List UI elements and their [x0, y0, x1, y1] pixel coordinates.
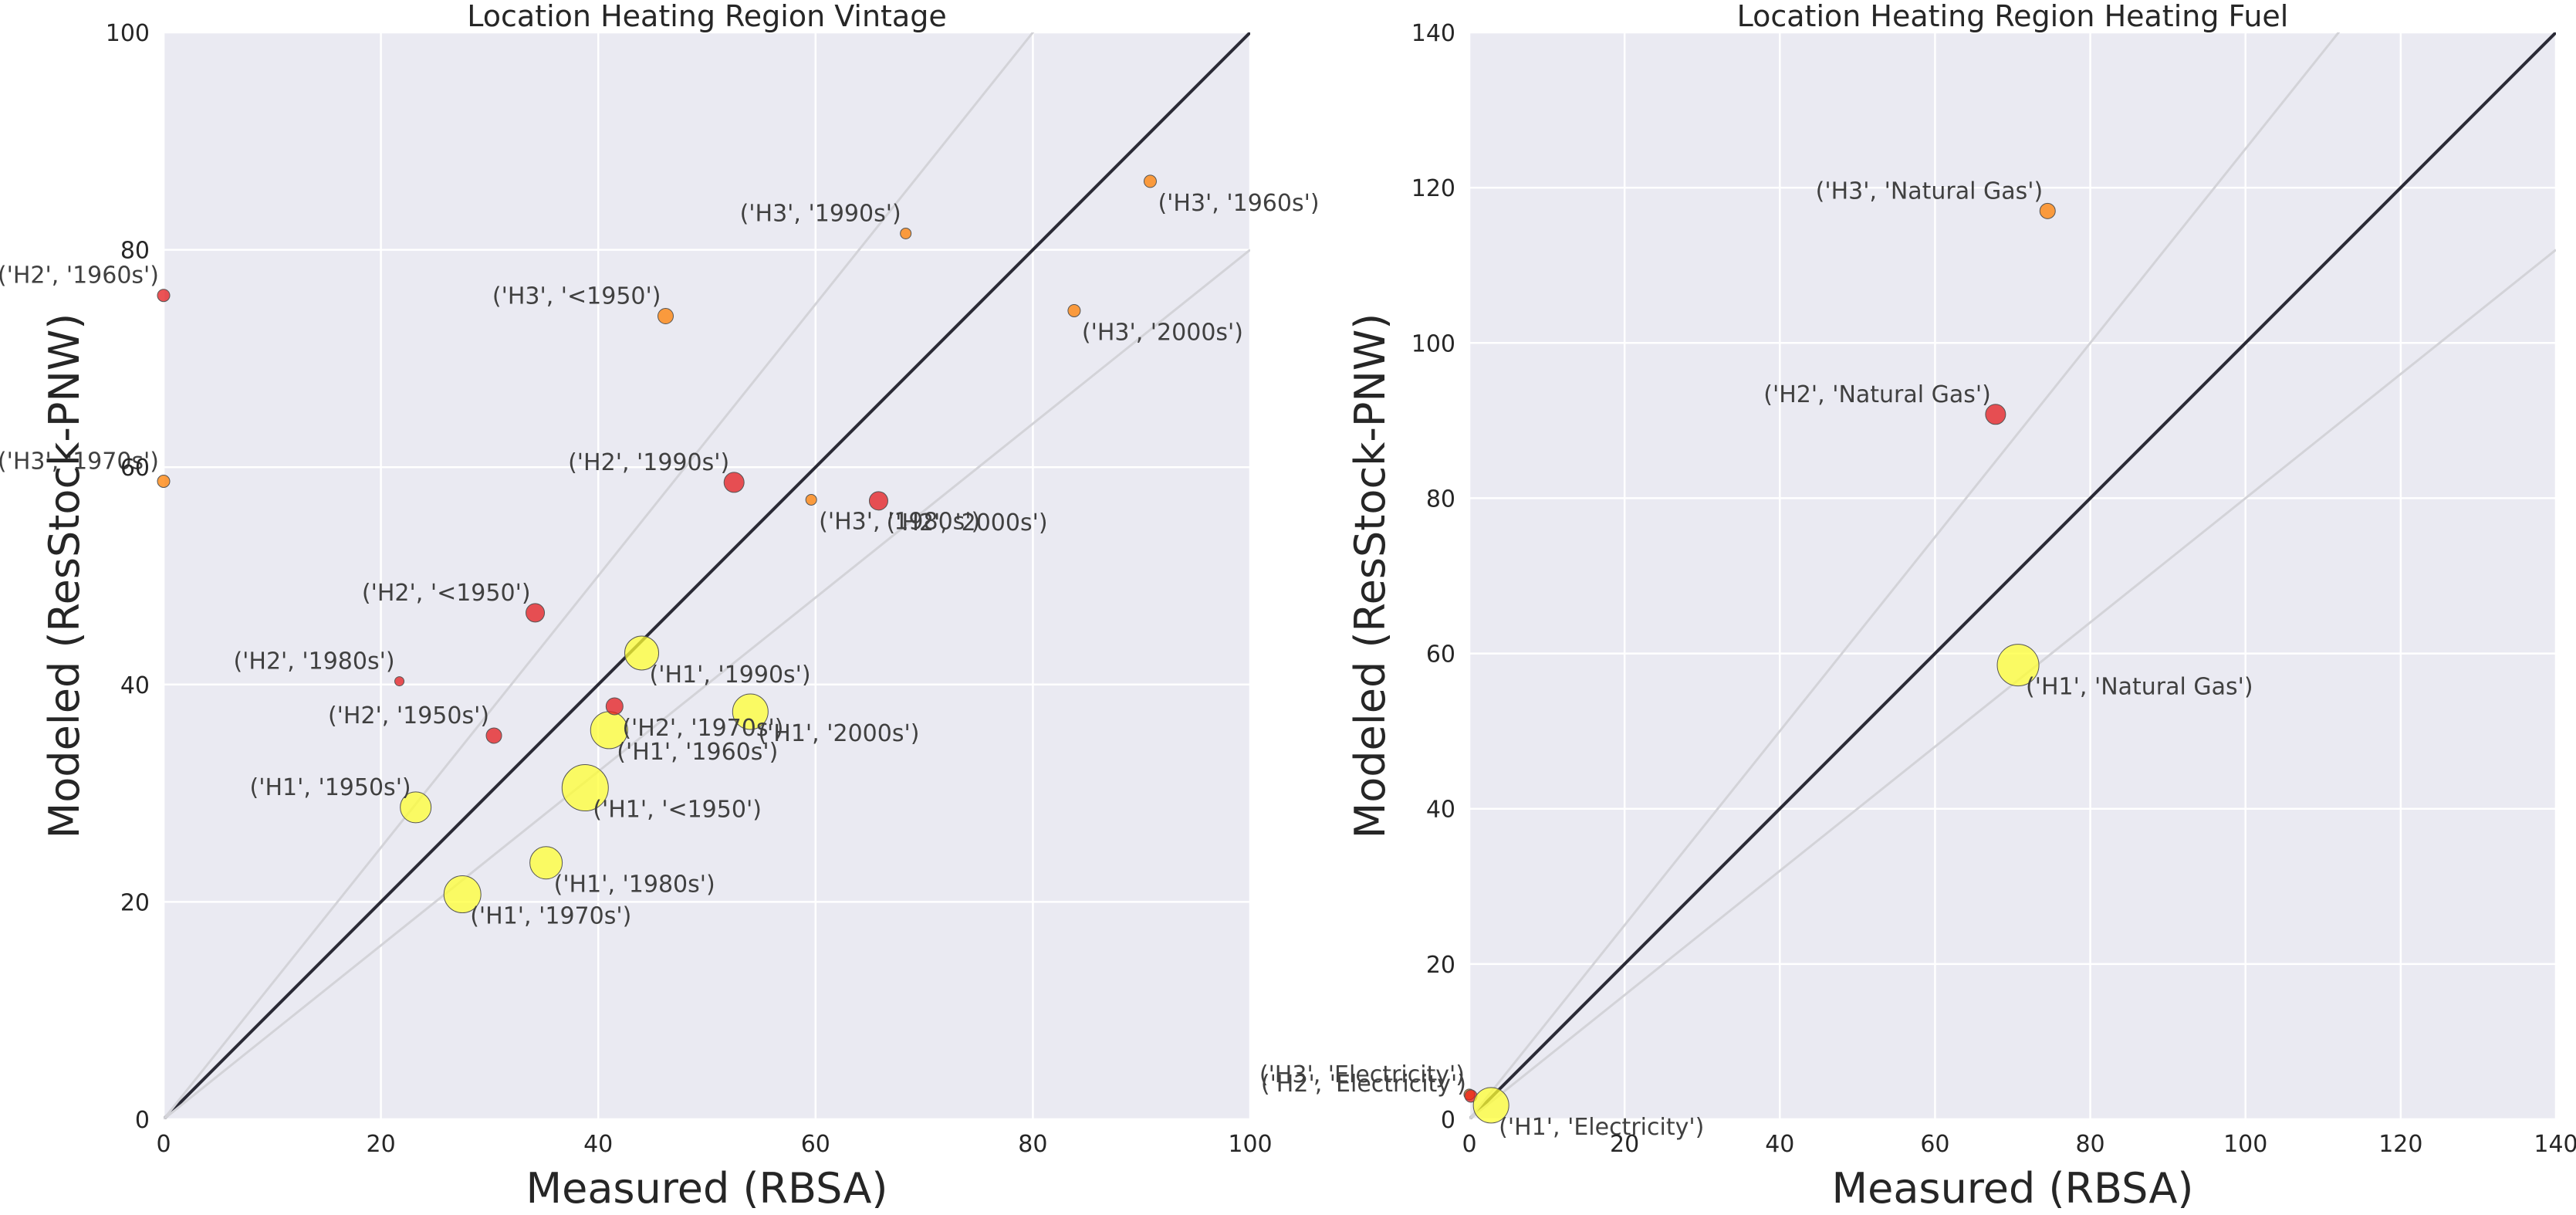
x-axis-label: Measured (RBSA) — [1832, 1164, 2194, 1212]
y-tick-label: 40 — [120, 672, 150, 699]
point-annotation: ('H2', '1950s') — [328, 702, 489, 729]
y-tick-label: 60 — [120, 455, 150, 482]
point-annotation: ('H3', '1990s') — [740, 200, 901, 227]
y-axis-label: Modeled (ResStock-PNW) — [40, 313, 89, 839]
data-point — [561, 764, 609, 812]
data-point — [1985, 404, 2006, 425]
data-point — [157, 475, 171, 489]
chart-title: Location Heating Region Vintage — [467, 0, 946, 33]
data-point — [1996, 644, 2040, 687]
x-tick-label: 140 — [2534, 1131, 2576, 1158]
data-point — [485, 727, 502, 744]
y-tick-label: 100 — [106, 20, 150, 47]
data-point — [723, 472, 745, 493]
y-tick-label: 100 — [1411, 330, 1455, 357]
data-point — [157, 289, 171, 303]
point-annotation: ('H2', 'Natural Gas') — [1763, 381, 1991, 408]
x-tick-label: 100 — [1228, 1131, 1272, 1158]
guide-line — [164, 32, 1035, 1119]
point-annotation: ('H3', '<1950') — [492, 283, 661, 310]
y-tick-label: 80 — [120, 238, 150, 265]
x-tick-label: 100 — [2223, 1131, 2267, 1158]
identity-line — [1469, 32, 2556, 1119]
data-point — [1143, 174, 1157, 188]
point-annotation: ('H1', '1970s') — [470, 903, 631, 930]
y-tick-label: 40 — [1426, 797, 1455, 824]
x-tick-label: 60 — [801, 1131, 830, 1158]
x-tick-label: 0 — [156, 1131, 171, 1158]
point-annotation: ('H3', '1960s') — [1158, 190, 1319, 217]
point-annotation: ('H2', '1970s') — [622, 715, 783, 742]
guide-line — [164, 249, 1250, 1119]
point-annotation: ('H2', 'Electricity') — [1261, 1071, 1466, 1098]
data-point — [394, 676, 405, 687]
data-point — [526, 603, 546, 623]
point-annotation: ('H1', 'Electricity') — [1499, 1114, 1704, 1141]
point-annotation: ('H1', '2000s') — [758, 720, 919, 747]
point-annotation: ('H3', '1980s') — [819, 508, 980, 535]
guide-line — [1469, 32, 2341, 1119]
x-tick-label: 20 — [367, 1131, 396, 1158]
points — [1463, 202, 2056, 1124]
data-point — [605, 697, 624, 716]
data-point — [1067, 303, 1081, 317]
x-tick-label: 80 — [2075, 1131, 2104, 1158]
point-annotation: ('H1', '<1950') — [593, 797, 762, 824]
point-annotation: ('H3', 'Electricity') — [1259, 1061, 1465, 1088]
y-tick-label: 80 — [1426, 486, 1455, 513]
data-point — [443, 875, 482, 914]
point-annotation: ('H1', '1980s') — [554, 871, 715, 899]
data-point — [805, 493, 817, 506]
data-point — [868, 491, 888, 511]
data-point — [529, 846, 563, 880]
reference-lines — [164, 32, 1250, 1119]
y-tick-label: 20 — [120, 889, 150, 916]
y-tick-label: 0 — [135, 1107, 150, 1134]
point-annotation: ('H3', '2000s') — [1082, 319, 1243, 346]
annotations: ('H3', 'Natural Gas') ('H2', 'Natural Gas… — [1259, 178, 2253, 1141]
y-tick-label: 20 — [1426, 952, 1455, 979]
x-tick-label: 0 — [1462, 1131, 1476, 1158]
data-point — [900, 227, 912, 239]
x-tick-label: 20 — [1610, 1131, 1639, 1158]
x-tick-label: 40 — [1765, 1131, 1794, 1158]
data-point — [732, 693, 769, 730]
data-point — [657, 307, 674, 324]
point-annotation: ('H1', '1990s') — [650, 662, 811, 689]
y-tick-label: 120 — [1411, 175, 1455, 202]
point-annotation: ('H1', '1950s') — [250, 774, 411, 801]
point-annotation: ('H2', '1960s') — [0, 262, 159, 289]
point-annotation: ('H1', 'Natural Gas') — [2026, 674, 2253, 701]
data-point — [400, 791, 432, 824]
panel-vintage: ('H1', '1950s') ('H1', '1970s') ('H1', '19… — [0, 0, 1320, 1213]
annotations: ('H1', '1950s') ('H1', '1970s') ('H1', '19… — [0, 190, 1320, 930]
point-annotation: ('H1', '1960s') — [617, 739, 778, 766]
point-annotation: ('H3', 'Natural Gas') — [1816, 178, 2044, 205]
data-point — [1472, 1087, 1509, 1124]
x-tick-label: 80 — [1018, 1131, 1047, 1158]
point-annotation: ('H2', '2000s') — [886, 509, 1047, 536]
x-axis-label: Measured (RBSA) — [526, 1164, 888, 1212]
point-annotation: ('H2', '1980s') — [233, 648, 394, 675]
x-tick-label: 60 — [1920, 1131, 1949, 1158]
identity-line — [164, 32, 1250, 1119]
y-tick-label: 60 — [1426, 641, 1455, 668]
point-annotation: ('H2', '1990s') — [568, 449, 729, 476]
data-point — [2039, 202, 2056, 219]
points — [157, 174, 1157, 914]
x-tick-label: 40 — [583, 1131, 613, 1158]
point-annotation: ('H2', '<1950') — [362, 580, 531, 607]
point-annotation: ('H3', '1970s') — [0, 448, 159, 476]
panel-heating-fuel: ('H3', 'Natural Gas') ('H2', 'Natural Gas… — [1259, 0, 2576, 1213]
y-axis-label: Modeled (ResStock-PNW) — [1346, 313, 1394, 839]
y-tick-label: 0 — [1441, 1107, 1455, 1134]
y-tick-label: 140 — [1411, 20, 1455, 47]
chart-title: Location Heating Region Heating Fuel — [1737, 0, 2289, 33]
x-tick-label: 120 — [2378, 1131, 2422, 1158]
data-point — [624, 635, 660, 671]
